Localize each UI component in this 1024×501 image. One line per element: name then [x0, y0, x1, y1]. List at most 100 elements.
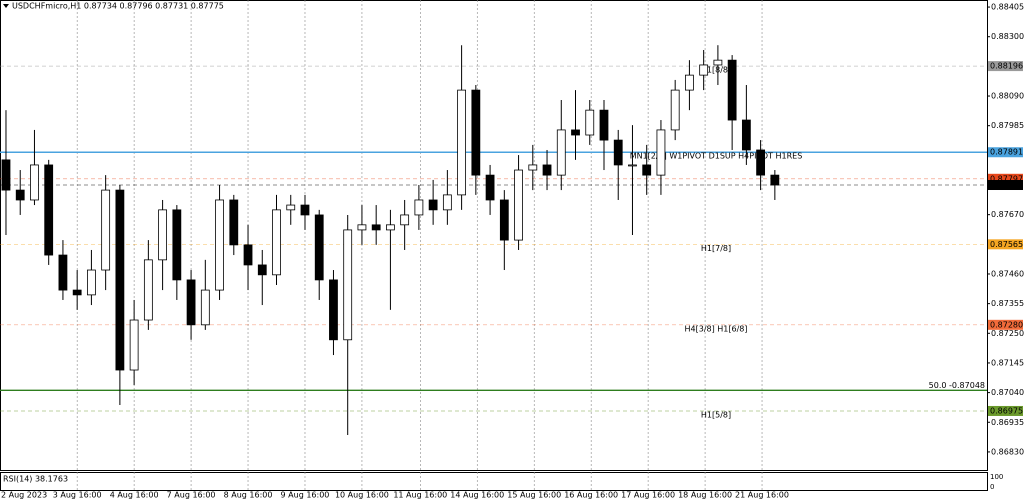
- candle-body: [514, 169, 523, 241]
- price-box-label: 0.87565: [990, 240, 1023, 249]
- y-tick-label: 0.87985: [991, 121, 1024, 130]
- candle-body: [585, 109, 595, 136]
- price-box: [988, 173, 1023, 184]
- candle-body: [257, 264, 267, 276]
- candle-body: [613, 139, 623, 166]
- price-box-label: 0.88196: [990, 62, 1023, 71]
- candle-body: [357, 224, 367, 231]
- price-box-label: 0.87797: [990, 174, 1023, 183]
- x-tick-label: 11 Aug 16:00: [393, 491, 447, 500]
- y-tick-label: 0.86830: [991, 447, 1024, 456]
- x-tick-label: 10 Aug 16:00: [335, 491, 389, 500]
- candle-body: [343, 229, 353, 341]
- candle-body: [386, 224, 395, 231]
- y-tick-label: 0.87040: [991, 388, 1024, 397]
- candle-body: [442, 194, 452, 211]
- candle-body: [741, 119, 751, 151]
- y-tick-label: 0.87670: [991, 210, 1024, 219]
- price-box: [988, 405, 1023, 416]
- indicator-tick: 100: [990, 473, 1003, 481]
- candle-body: [670, 89, 680, 131]
- indicator-frame: [0, 472, 988, 491]
- candle-body: [713, 59, 723, 66]
- price-box: [988, 180, 1023, 191]
- x-tick-label: 14 Aug 16:00: [450, 491, 504, 500]
- x-tick-label: 8 Aug 16:00: [224, 491, 273, 500]
- y-tick-label: 0.88405: [991, 3, 1024, 12]
- candle-body: [485, 174, 495, 201]
- y-tick-label: 0.88090: [991, 92, 1024, 101]
- x-tick-label: 7 Aug 16:00: [167, 491, 216, 500]
- candle-body: [656, 129, 666, 176]
- candle-body: [229, 199, 239, 246]
- candle-body: [727, 59, 737, 121]
- candle-body: [542, 164, 552, 176]
- level-text: H1[8/8]: [701, 66, 731, 75]
- candle-body: [158, 209, 168, 261]
- candle-body: [143, 259, 153, 321]
- price-box-label: 0.87891: [990, 148, 1023, 157]
- candle-body: [314, 214, 324, 281]
- plot-frame: [0, 0, 988, 471]
- price-box: [988, 319, 1023, 330]
- price-box-label: 0.87280: [990, 320, 1023, 329]
- candle-body: [272, 209, 281, 276]
- candle-body: [172, 209, 182, 281]
- candle-body: [414, 199, 424, 216]
- price-box: [988, 61, 1023, 72]
- candle-body: [400, 214, 410, 226]
- candle-body: [685, 74, 694, 91]
- candle-body: [286, 204, 296, 211]
- candle-body: [115, 189, 125, 371]
- candle-body: [556, 129, 566, 176]
- level-text: H1[5/8]: [701, 410, 731, 419]
- candle-body: [642, 164, 652, 176]
- candle-body: [30, 164, 39, 201]
- candle-body: [457, 89, 467, 196]
- y-tick-label: 0.88300: [991, 32, 1024, 41]
- indicator-tick: 0: [990, 483, 994, 491]
- candle-body: [300, 204, 310, 216]
- x-tick-label: 3 Aug 16:00: [53, 491, 102, 500]
- x-tick-label: 16 Aug 16:00: [564, 491, 618, 500]
- candle-body: [129, 319, 139, 371]
- candle-body: [1, 159, 11, 191]
- price-box: [988, 147, 1023, 158]
- candle-body: [499, 199, 509, 241]
- x-tick-label: 15 Aug 16:00: [507, 491, 561, 500]
- price-box: [988, 239, 1023, 250]
- y-tick-label: 0.87460: [991, 269, 1024, 278]
- x-tick-label: 4 Aug 16:00: [110, 491, 159, 500]
- candle-body: [371, 224, 381, 231]
- candle-body: [599, 109, 609, 141]
- level-text: 50.0 -0.87048: [929, 381, 985, 390]
- price-box-label: 0.87775: [990, 181, 1023, 190]
- candle-body: [87, 269, 96, 296]
- candle-body: [471, 89, 481, 176]
- menu-arrow[interactable]: [3, 4, 9, 8]
- price-box-label: 0.86975: [990, 406, 1023, 415]
- indicator-label: RSI(14) 38.1763: [3, 475, 68, 484]
- level-text: H4[3/8] H1[6/8]: [685, 324, 748, 333]
- y-tick-label: 0.86935: [991, 418, 1024, 427]
- x-tick-label: 9 Aug 16:00: [281, 491, 330, 500]
- level-text: MN1[2/8] W1PIVOT D1SUP H4PIVOT H1RES: [630, 152, 803, 161]
- candle-body: [571, 129, 580, 136]
- candle-body: [628, 164, 637, 167]
- candle-body: [428, 199, 438, 211]
- candle-body: [770, 174, 780, 186]
- candle-body: [756, 149, 766, 176]
- candle-body: [58, 254, 68, 291]
- candle-body: [101, 189, 111, 271]
- candle-body: [15, 189, 25, 201]
- candle-body: [44, 164, 54, 256]
- y-tick-label: 0.87145: [991, 358, 1024, 367]
- x-tick-label: 17 Aug 16:00: [621, 491, 675, 500]
- x-tick-label: 21 Aug 16:00: [735, 491, 789, 500]
- candle-body: [215, 199, 224, 291]
- chart-title: USDCHFmicro,H1 0.87734 0.87796 0.87731 0…: [12, 2, 224, 11]
- x-tick-label: 2 Aug 2023: [1, 491, 47, 500]
- candle-body: [72, 289, 82, 296]
- candle-body: [528, 164, 538, 171]
- candle-body: [329, 279, 338, 341]
